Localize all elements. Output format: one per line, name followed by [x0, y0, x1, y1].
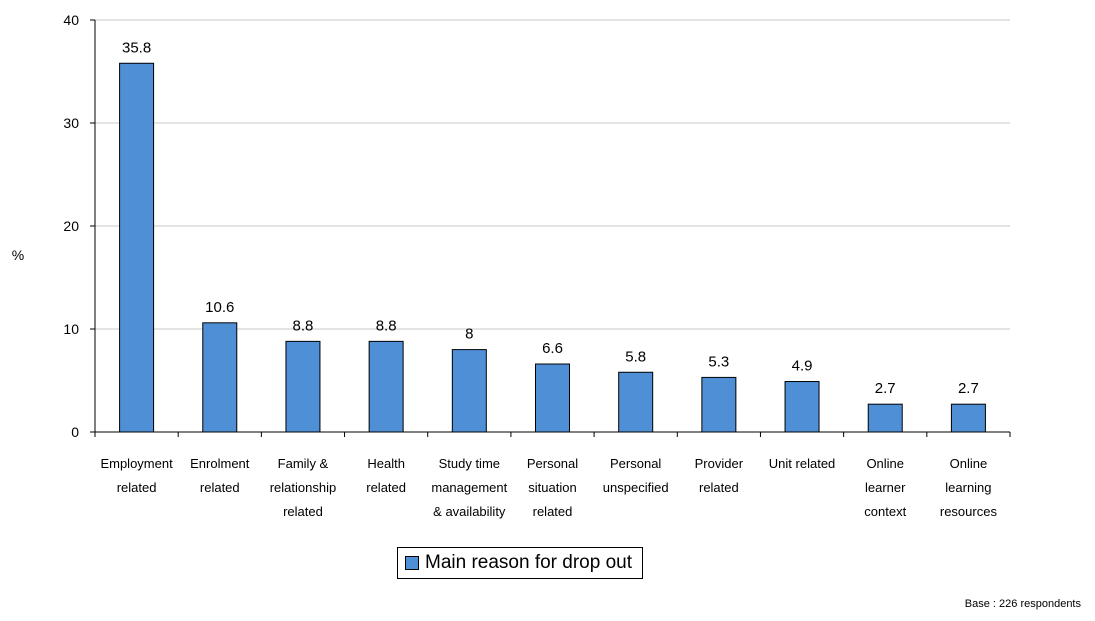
y-tick-label: 10 [63, 321, 79, 337]
base-footnote: Base : 226 respondents [964, 598, 1081, 610]
category-label-line: resources [940, 504, 998, 519]
data-label: 8.8 [293, 317, 314, 334]
category-label-line: Online [866, 456, 904, 471]
bar [867, 403, 903, 433]
category-label-line: Provider [695, 456, 744, 471]
data-label: 2.7 [875, 380, 896, 397]
data-label: 8 [465, 326, 473, 343]
category-label-line: context [864, 504, 906, 519]
y-tick-label: 40 [63, 12, 79, 28]
category-label: Personal situation related [527, 456, 578, 519]
data-label: 4.9 [792, 358, 813, 375]
category-label-line: & availability [433, 504, 506, 519]
category-label-line: management [431, 480, 507, 495]
axes [90, 19, 1011, 437]
legend-label: Main reason for drop out [425, 552, 633, 573]
bar [535, 363, 570, 433]
category-label-line: learning [945, 480, 991, 495]
bar [784, 381, 820, 433]
bar [950, 403, 986, 433]
category-label: Enrolment related [190, 456, 250, 495]
data-label: 10.6 [205, 299, 234, 316]
category-label-line: Online [950, 456, 988, 471]
category-label-line: Employment [100, 456, 173, 471]
category-label-line: Personal [527, 456, 578, 471]
y-tick-labels: 0 10 20 30 40 [63, 12, 79, 440]
y-tick-label: 0 [71, 424, 79, 440]
category-label: Online learning resources [940, 456, 998, 519]
y-tick-label: 20 [63, 218, 79, 234]
data-label: 2.7 [958, 380, 979, 397]
category-label: Health related [366, 456, 406, 495]
bar [368, 340, 404, 433]
data-label: 5.8 [625, 348, 646, 365]
category-label: Employment related [100, 456, 173, 495]
bar [618, 371, 654, 433]
y-axis-label: % [12, 247, 24, 263]
category-label: Study time management & availability [431, 456, 507, 519]
category-label-line: related [200, 480, 240, 495]
legend: Main reason for drop out [397, 547, 644, 579]
category-label-line: relationship [270, 480, 337, 495]
bar [202, 322, 238, 433]
category-label-line: Enrolment [190, 456, 250, 471]
bar [701, 376, 737, 433]
category-label-line: Unit related [769, 456, 835, 471]
data-label: 35.8 [122, 39, 151, 56]
category-label-line: related [366, 480, 406, 495]
category-label: Unit related [769, 456, 835, 471]
category-label-line: Study time [439, 456, 500, 471]
category-label: Family & relationship related [270, 456, 337, 519]
bar [451, 349, 487, 433]
data-label: 8.8 [376, 317, 397, 334]
category-label: Online learner context [864, 456, 906, 519]
category-label-line: unspecified [603, 480, 669, 495]
category-label-line: Health [367, 456, 405, 471]
legend-swatch [405, 556, 419, 570]
category-label-line: related [283, 504, 323, 519]
y-tick-label: 30 [63, 115, 79, 131]
category-label-line: Personal [610, 456, 661, 471]
category-label-line: Family & [278, 456, 329, 471]
grid-lines [95, 19, 1010, 330]
category-label: Provider related [695, 456, 744, 495]
category-label-line: situation [528, 480, 576, 495]
category-label-line: related [117, 480, 157, 495]
category-label-line: learner [865, 480, 906, 495]
category-label-line: related [699, 480, 739, 495]
bar [119, 62, 155, 433]
data-label: 5.3 [708, 353, 729, 370]
bar [285, 340, 321, 433]
bars [119, 62, 986, 433]
data-labels: 35.8 10.6 8.8 8.8 8 6.6 5.8 5.3 4.9 2.7 2.7 [122, 39, 979, 397]
category-label-line: related [533, 504, 573, 519]
data-label: 6.6 [542, 340, 563, 357]
category-label: Personal unspecified [603, 456, 669, 495]
